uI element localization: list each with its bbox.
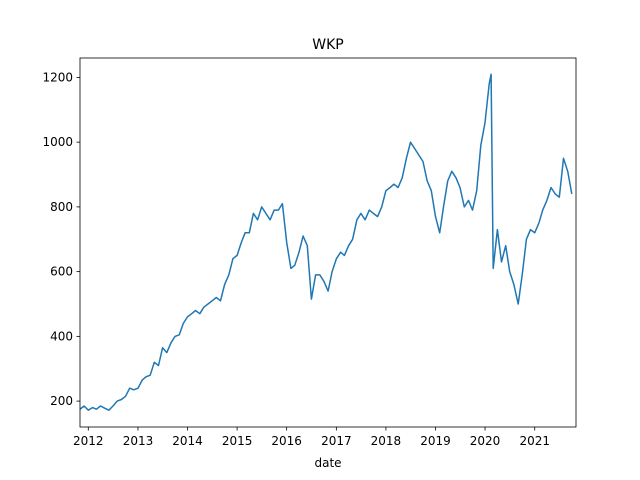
y-tick-label: 1200 bbox=[42, 70, 73, 84]
chart-title: WKP bbox=[312, 37, 343, 53]
x-tick-label: 2015 bbox=[222, 434, 253, 448]
series-line-0 bbox=[79, 73, 573, 411]
x-tick-label: 2021 bbox=[519, 434, 550, 448]
x-axis-label: date bbox=[314, 456, 341, 470]
y-axis: 200 400 600 800 1000 1200 bbox=[42, 70, 80, 408]
x-tick-label: 2017 bbox=[321, 434, 352, 448]
y-tick-label: 1000 bbox=[42, 135, 73, 149]
y-tick-label: 600 bbox=[50, 265, 73, 279]
x-tick-label: 2013 bbox=[123, 434, 154, 448]
x-tick-label: 2018 bbox=[371, 434, 402, 448]
plot-area bbox=[79, 73, 573, 411]
x-tick-label: 2014 bbox=[172, 434, 203, 448]
plot-frame bbox=[79, 57, 577, 428]
y-tick-label: 800 bbox=[50, 200, 73, 214]
x-tick-label: 2020 bbox=[470, 434, 501, 448]
x-tick-label: 2016 bbox=[271, 434, 302, 448]
x-tick-label: 2019 bbox=[420, 434, 451, 448]
y-tick-label: 200 bbox=[50, 394, 73, 408]
x-tick-label: 2012 bbox=[73, 434, 104, 448]
y-tick-label: 400 bbox=[50, 329, 73, 343]
x-axis: 2012 2013 2014 2015 2016 2017 2018 2019 2020 2021 bbox=[73, 427, 550, 448]
